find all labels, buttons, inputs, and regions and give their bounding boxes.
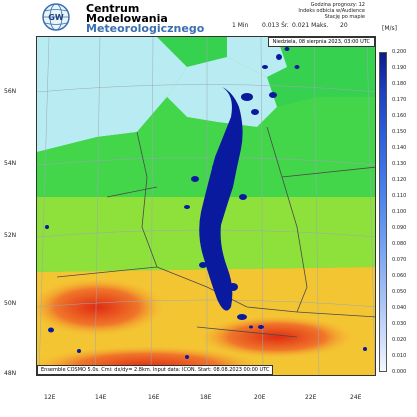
lon-label: 22E bbox=[305, 394, 317, 401]
country-borders bbox=[56, 126, 375, 338]
lon-label: 18E bbox=[200, 394, 212, 401]
color-scale-tick-label: 0.110 bbox=[392, 193, 407, 199]
globe-logo-icon: GW bbox=[42, 3, 70, 31]
color-scale-tick-label: 0.120 bbox=[392, 177, 407, 183]
color-scale-tick-label: 0.180 bbox=[392, 81, 407, 87]
org-name-line1: Centrum bbox=[86, 2, 140, 15]
color-scale-tick-label: 0.060 bbox=[392, 273, 407, 279]
color-scale-tick-label: 0.150 bbox=[392, 129, 407, 135]
lon-label: 14E bbox=[95, 394, 107, 401]
baltic-sea bbox=[167, 57, 277, 127]
lat-label: 48N bbox=[4, 370, 17, 377]
stat-mean: 0.013 Śr. bbox=[262, 22, 289, 29]
north-sea bbox=[37, 37, 187, 152]
stat-scale: 20 bbox=[340, 22, 348, 29]
stat-max: 0.021 Maks. bbox=[292, 22, 329, 29]
color-scale-tick-label: 0.130 bbox=[392, 161, 407, 167]
color-scale-tick-label: 0.140 bbox=[392, 145, 407, 151]
color-scale-tick-label: 0.090 bbox=[392, 225, 407, 231]
color-scale-tick-label: 0.030 bbox=[392, 321, 407, 327]
stat-unit: [M/s] bbox=[382, 25, 398, 32]
color-scale-tick-label: 0.070 bbox=[392, 257, 407, 263]
lon-label: 20E bbox=[254, 394, 266, 401]
precipitation-band bbox=[45, 47, 367, 359]
forecast-date-label: Niedziela, 08 sierpnia 2023, 03:00 UTC bbox=[267, 37, 375, 47]
color-scale-tick-label: 0.080 bbox=[392, 241, 407, 247]
lat-label: 52N bbox=[4, 232, 17, 239]
color-scale-bar bbox=[379, 52, 387, 372]
color-scale-tick-label: 0.020 bbox=[392, 337, 407, 343]
header: GW Centrum Modelowania Meteorologicznego… bbox=[0, 0, 417, 35]
color-scale-tick-label: 0.040 bbox=[392, 305, 407, 311]
info-line3: Stację po mapie bbox=[324, 14, 365, 20]
baltic-north bbox=[227, 37, 287, 77]
color-scale-tick-label: 0.160 bbox=[392, 113, 407, 119]
logo-lettering: GW bbox=[48, 13, 64, 22]
color-scale-tick-label: 0.200 bbox=[392, 49, 407, 55]
map-canvas bbox=[37, 37, 375, 375]
color-scale-tick-label: 0.190 bbox=[392, 65, 407, 71]
forecast-map[interactable]: Niedziela, 08 sierpnia 2023, 03:00 UTC E… bbox=[36, 36, 376, 376]
color-scale-tick-label: 0.100 bbox=[392, 209, 407, 215]
lat-label: 50N bbox=[4, 300, 17, 307]
lon-label: 12E bbox=[44, 394, 56, 401]
info-line2: Indeks odbicia w/Audience bbox=[298, 8, 365, 14]
stat-min: 1 Min bbox=[232, 22, 249, 29]
ore-mountains bbox=[37, 277, 167, 337]
color-scale-tick-label: 0.000 bbox=[392, 369, 407, 375]
color-scale-tick-label: 0.050 bbox=[392, 289, 407, 295]
lat-label: 54N bbox=[4, 160, 17, 167]
color-scale-tick-label: 0.010 bbox=[392, 353, 407, 359]
lon-label: 16E bbox=[148, 394, 160, 401]
org-name-line3: Meteorologicznego bbox=[86, 22, 205, 35]
color-scale-tick-label: 0.170 bbox=[392, 97, 407, 103]
lon-label: 24E bbox=[350, 394, 362, 401]
carpathians bbox=[197, 315, 357, 359]
lat-label: 56N bbox=[4, 88, 17, 95]
lowland-belt bbox=[37, 97, 375, 197]
org-name-line2: Modelowania bbox=[86, 12, 168, 25]
model-info-label: Ensemble COSMO 5.0s. Cmi: dx/dy= 2.8km. … bbox=[37, 365, 274, 375]
info-line1: Godzina prognozy: 12 bbox=[310, 2, 365, 8]
